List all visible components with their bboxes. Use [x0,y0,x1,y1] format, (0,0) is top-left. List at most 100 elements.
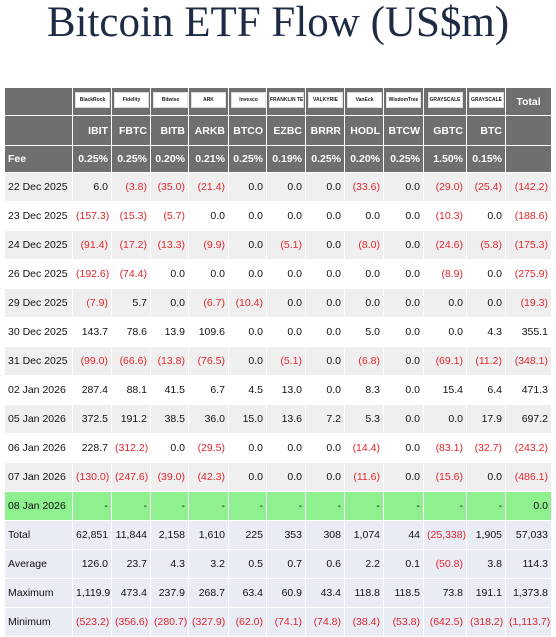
cell-value: 11,844 [111,520,151,550]
cell-value: 0.0 [150,288,189,318]
cell-value: 17.9 [466,404,506,434]
cell-value: - [266,491,306,521]
empty-cell [4,115,73,146]
ticker: BITB [150,115,189,146]
row-label: 29 Dec 2025 [4,288,73,318]
cell-value: (11.6) [344,462,384,492]
cell-value: 0.0 [228,433,267,463]
row-label: 24 Dec 2025 [4,230,73,260]
cell-value: 287.4 [72,375,112,405]
cell-value: (3.8) [111,172,151,202]
cell-value: 0.0 [383,375,424,405]
logo: BlackRock [75,92,110,108]
cell-value: - [383,491,424,521]
row-label: 05 Jan 2026 [4,404,73,434]
cell-value: (33.6) [344,172,384,202]
cell-value: 0.0 [266,433,306,463]
cell-value: 114.3 [505,549,552,579]
cell-value: (318.2) [466,607,506,637]
cell-value: 78.6 [111,317,151,347]
cell-value: 88.1 [111,375,151,405]
cell-value: 0.0 [466,288,506,318]
cell-value: (11.2) [466,346,506,376]
cell-value: 225 [228,520,267,550]
fee: 0.15% [466,145,506,173]
cell-value: 0.0 [505,491,552,521]
logo: VALKYRIE [308,92,343,108]
fee: 0.25% [72,145,112,173]
cell-value: 0.0 [228,346,267,376]
cell-value: (247.6) [111,462,151,492]
cell-value: 23.7 [111,549,151,579]
ticker: BTC [466,115,506,146]
cell-value: 0.0 [383,259,424,289]
logo-cell: VALKYRIE [305,87,345,116]
empty-cell [505,115,552,146]
cell-value: 191.1 [466,578,506,608]
cell-value: (32.7) [466,433,506,463]
fee: 0.19% [266,145,306,173]
fee-row: Fee 0.25% 0.25% 0.20% 0.21% 0.25% 0.19% 0.25% 0.… [4,145,552,173]
cell-value: 41.5 [150,375,189,405]
cell-value: 0.0 [266,288,306,318]
cell-value: 0.0 [305,288,345,318]
cell-value: 118.8 [344,578,384,608]
cell-value: (42.3) [188,462,229,492]
cell-value: 0.0 [305,433,345,463]
cell-value: (53.8) [383,607,424,637]
cell-value: 0.0 [383,288,424,318]
row-label: 07 Jan 2026 [4,462,73,492]
row-label: 23 Dec 2025 [4,201,73,231]
ticker: EZBC [266,115,306,146]
data-row: 06 Jan 2026 228.7 (312.2) 0.0 (29.5) 0.0 0.0 0.… [4,433,552,463]
logo-cell: ARK [188,87,229,116]
cell-value: 126.0 [72,549,112,579]
cell-value: 3.8 [466,549,506,579]
logo: WisdomTree [386,92,421,108]
cell-value: (83.1) [423,433,467,463]
row-label: Total [4,520,73,550]
cell-value: (15.3) [111,201,151,231]
logo: FRANKLIN TEMPLETON [269,92,304,108]
ticker: IBIT [72,115,112,146]
cell-value: 109.6 [188,317,229,347]
cell-value: (7.9) [72,288,112,318]
cell-value: (175.3) [505,230,552,260]
empty-cell [4,87,73,116]
cell-value: (38.4) [344,607,384,637]
cell-value: 0.0 [423,288,467,318]
data-row: 02 Jan 2026 287.4 88.1 41.5 6.7 4.5 13.0 0.0 8.3… [4,375,552,405]
cell-value: 13.6 [266,404,306,434]
cell-value: 6.0 [72,172,112,202]
cell-value: 3.2 [188,549,229,579]
cell-value: 0.0 [266,462,306,492]
cell-value: 5.3 [344,404,384,434]
cell-value: (35.0) [150,172,189,202]
cell-value: 228.7 [72,433,112,463]
data-row: 29 Dec 2025 (7.9) 5.7 0.0 (6.7) (10.4) 0.0 0.0 0… [4,288,552,318]
cell-value: - [344,491,384,521]
cell-value: 1,119.9 [72,578,112,608]
cell-value: 0.0 [383,433,424,463]
cell-value: 5.0 [344,317,384,347]
ticker: BTCW [383,115,424,146]
cell-value: 63.4 [228,578,267,608]
cell-value: 0.0 [305,317,345,347]
fee: 0.25% [383,145,424,173]
data-row: 08 Jan 2026- - - - - - - - - - -0.0 [4,491,552,521]
cell-value: 353 [266,520,306,550]
cell-value: 0.0 [228,462,267,492]
logo-cell: BlackRock [72,87,112,116]
fee-label: Fee [4,145,73,173]
cell-value: 0.0 [228,172,267,202]
logo-cell: VanEck [344,87,384,116]
cell-value: (5.8) [466,230,506,260]
cell-value: (356.6) [111,607,151,637]
cell-value: (91.4) [72,230,112,260]
cell-value: (8.9) [423,259,467,289]
cell-value: 372.5 [72,404,112,434]
cell-value: (6.8) [344,346,384,376]
cell-value: 4.5 [228,375,267,405]
cell-value: 0.0 [305,375,345,405]
cell-value: 0.0 [266,259,306,289]
